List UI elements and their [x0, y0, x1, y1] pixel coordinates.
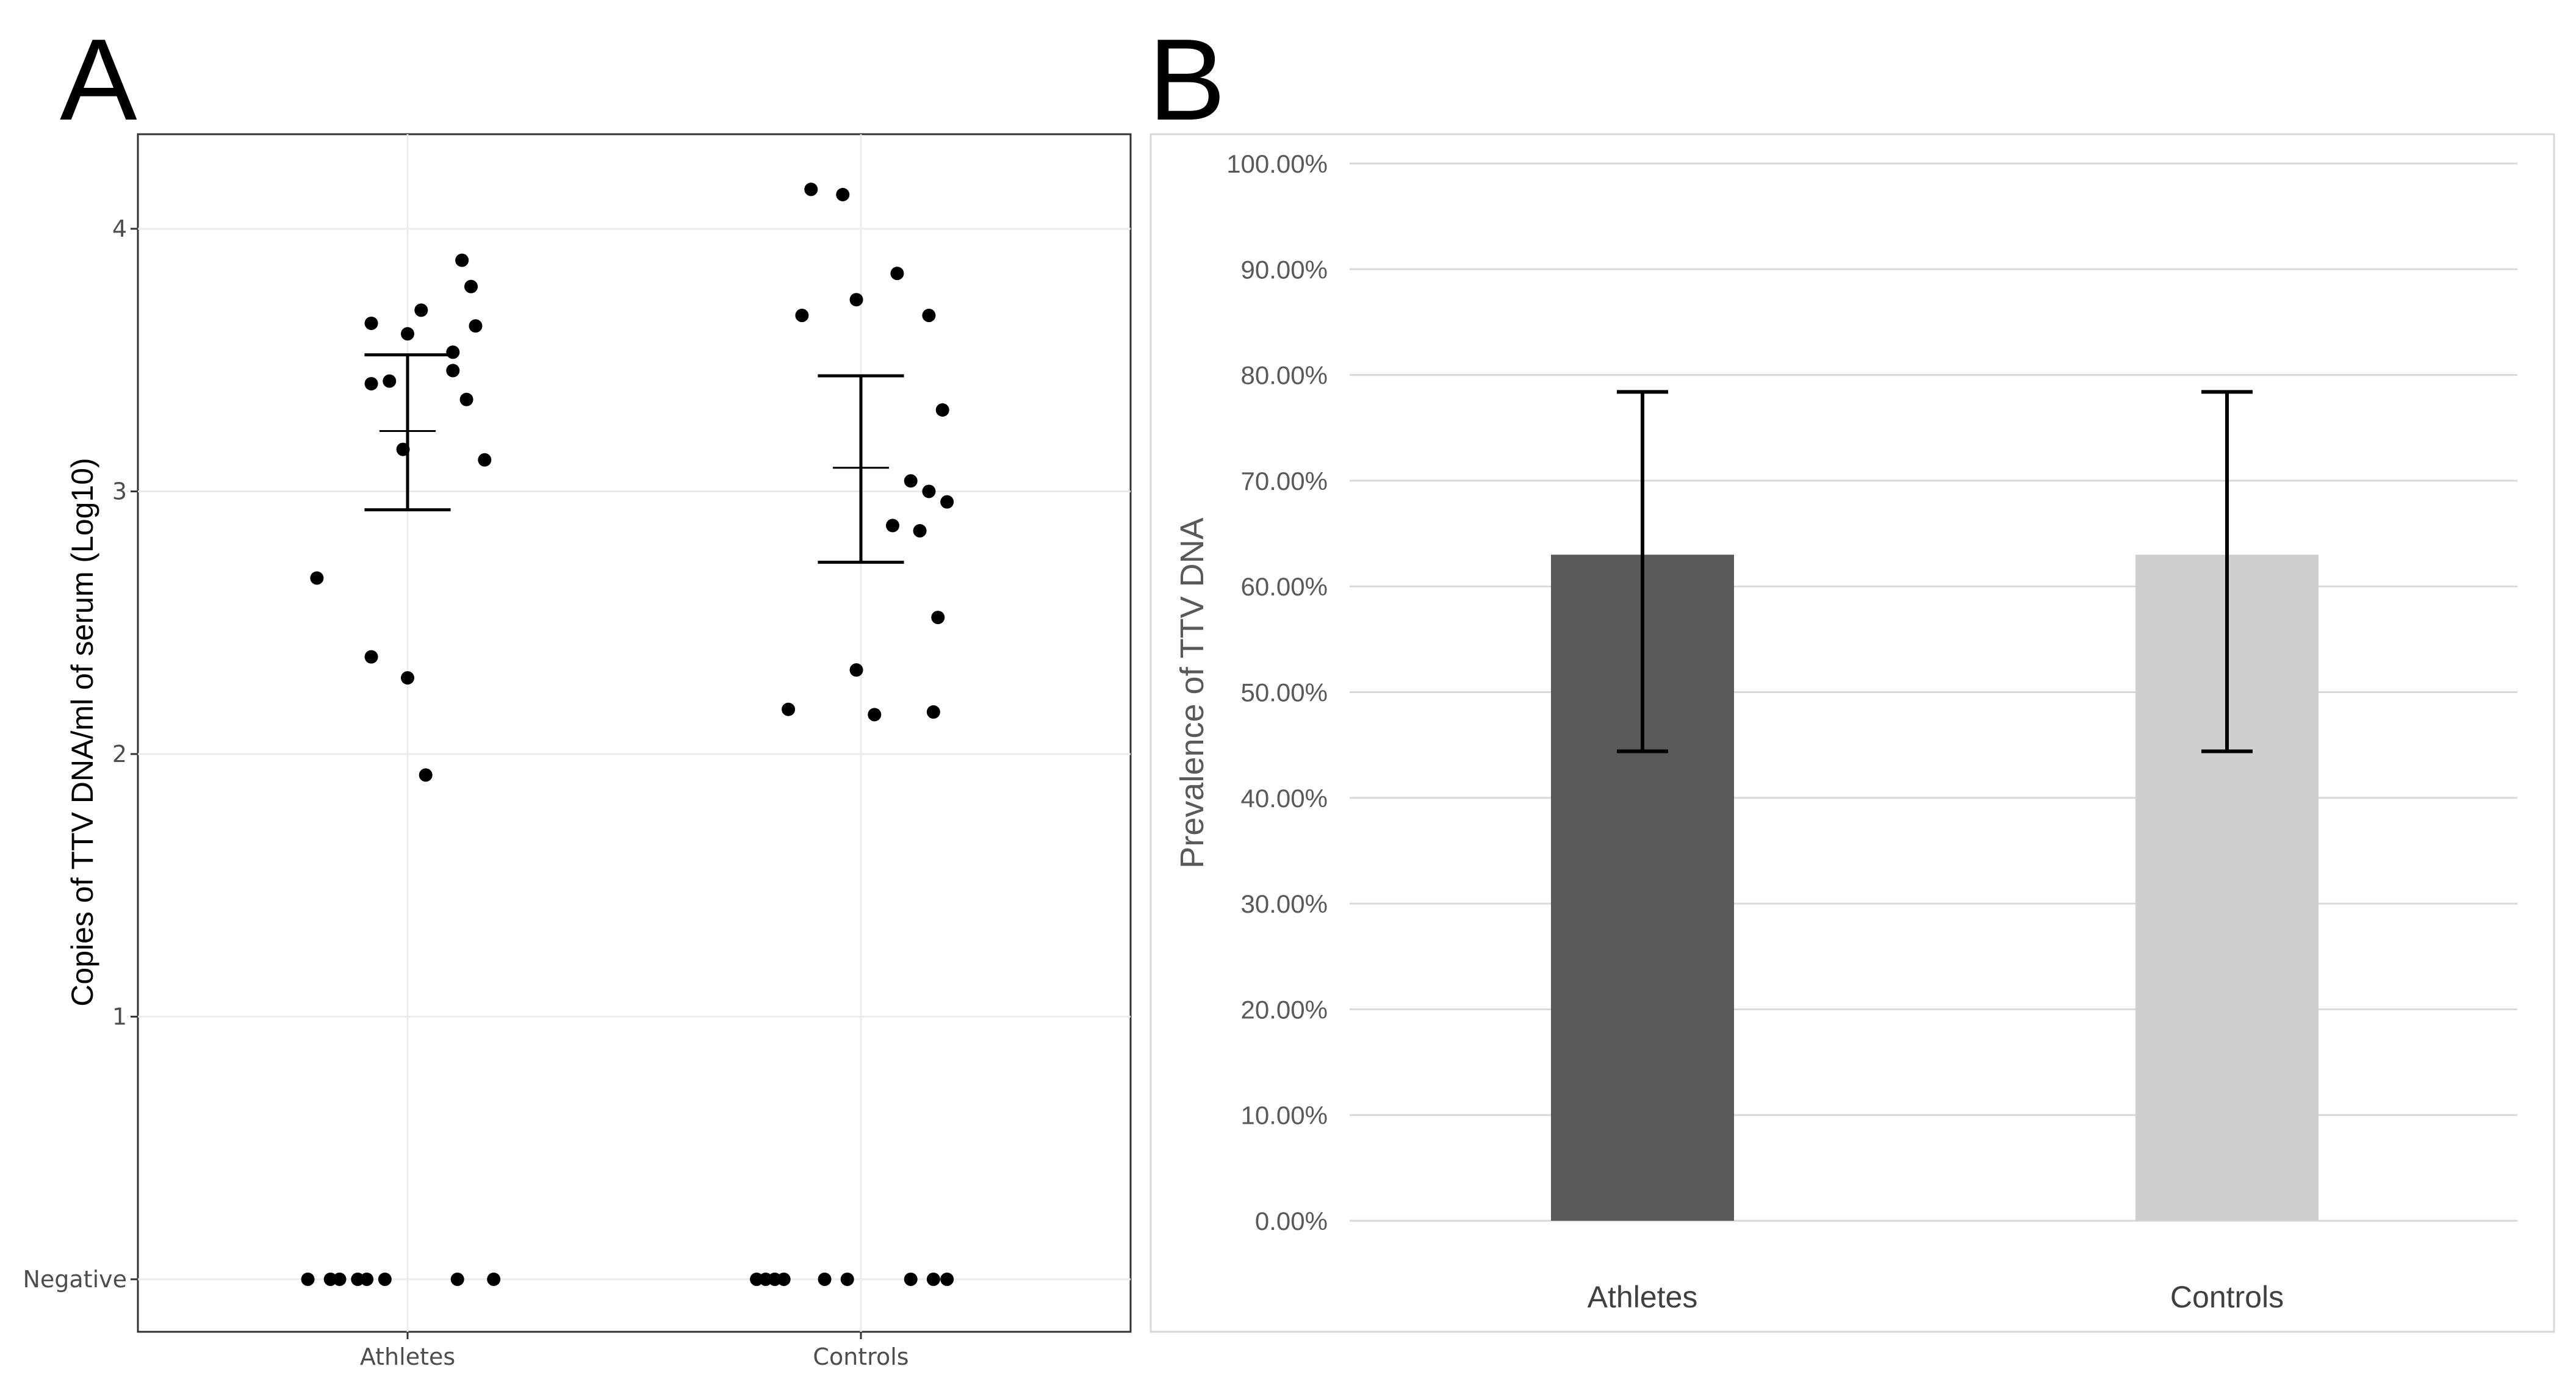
panel-a-point-controls — [868, 708, 882, 722]
panel-a-point-athletes — [310, 571, 324, 585]
panel-b-y-tick-label: 30.00% — [1241, 889, 1328, 918]
panel-a-point-athletes — [419, 768, 433, 782]
panel-a-point-controls — [922, 309, 936, 323]
panel-a-y-tick-label: 2 — [112, 741, 127, 767]
panel-a-point-athletes — [364, 376, 378, 390]
panel-a-point-athletes — [450, 1272, 464, 1286]
panel-a-plot-border — [137, 133, 1132, 1333]
panel-a-point-controls — [890, 267, 904, 281]
panel-a-point-controls — [940, 1272, 954, 1286]
panel-b-y-tick-label: 20.00% — [1241, 995, 1328, 1024]
panel-b-y-tick-label: 60.00% — [1241, 572, 1328, 601]
panel-b-grid — [1350, 162, 2517, 1222]
panel-b-y-tick-label: 0.00% — [1255, 1207, 1328, 1235]
panel-a-points — [301, 182, 954, 1286]
panel-a-point-athletes — [469, 319, 483, 333]
panel-b-y-tick-label: 50.00% — [1241, 678, 1328, 707]
panel-a-point-controls — [904, 474, 918, 488]
panel-a-point-athletes — [401, 327, 414, 341]
panel-a-point-controls — [926, 705, 940, 719]
panel-a-point-controls — [913, 524, 927, 538]
panel-a-point-controls — [795, 309, 809, 323]
panel-b-y-tick-label: 10.00% — [1241, 1101, 1328, 1130]
panel-a-point-controls — [804, 182, 818, 196]
panel-a-point-athletes — [360, 1272, 374, 1286]
panel-a-error-bars — [364, 353, 904, 564]
panel-a-point-athletes — [401, 671, 414, 685]
panel-a-y-tick-label: Negative — [23, 1266, 127, 1293]
panel-a-point-athletes — [364, 650, 378, 664]
panel-a-point-controls — [904, 1272, 918, 1286]
panel-a-point-athletes — [446, 345, 460, 359]
panel-a-point-athletes — [487, 1272, 501, 1286]
panel-b-ticks: 0.00% 10.00% 20.00% 30.00% 40.00% 50.00% 60.00… — [1226, 149, 2284, 1314]
panel-a-point-controls — [940, 495, 954, 509]
panel-a-label: A — [60, 15, 137, 145]
panel-a-x-tick-label: Controls — [813, 1343, 908, 1370]
panel-a-point-controls — [922, 484, 936, 498]
panel-a-point-controls — [777, 1272, 791, 1286]
panel-b-y-tick-label: 40.00% — [1241, 784, 1328, 813]
panel-b-y-tick-label: 70.00% — [1241, 467, 1328, 495]
panel-a-point-athletes — [459, 392, 473, 406]
panel-b-chart-border — [1149, 133, 2555, 1333]
panel-a: A Negative 1 2 3 4 Athletes Controls Copies of… — [23, 15, 1132, 1370]
panel-b-label: B — [1148, 15, 1226, 145]
panel-a-point-controls — [782, 702, 796, 716]
panel-b: B 0.00% 10.00% 20.00% 30.00% 40.00% 50.00% 60.… — [1148, 15, 2555, 1333]
panel-a-point-athletes — [414, 303, 428, 317]
panel-a-y-tick-label: 3 — [112, 478, 127, 505]
panel-a-point-controls — [840, 1272, 854, 1286]
panel-a-point-controls — [931, 611, 945, 625]
panel-a-y-tick-label: 4 — [112, 215, 127, 242]
panel-a-point-athletes — [378, 1272, 392, 1286]
panel-a-point-athletes — [301, 1272, 315, 1286]
panel-a-point-controls — [849, 293, 863, 307]
panel-a-point-athletes — [364, 316, 378, 330]
panel-a-y-tick-label: 1 — [112, 1003, 127, 1030]
panel-a-point-controls — [926, 1272, 940, 1286]
panel-a-point-athletes — [478, 453, 492, 467]
panel-a-ticks: Negative 1 2 3 4 Athletes Controls — [23, 215, 908, 1370]
panel-a-point-controls — [935, 403, 949, 417]
panel-a-point-controls — [886, 519, 900, 533]
panel-a-point-controls — [818, 1272, 832, 1286]
panel-a-point-controls — [836, 188, 850, 202]
panel-a-point-controls — [849, 663, 863, 677]
panel-a-y-axis-title: Copies of TTV DNA/ml of serum (Log10) — [65, 458, 99, 1006]
panel-a-point-athletes — [446, 364, 460, 378]
panel-b-y-tick-label: 90.00% — [1241, 255, 1328, 284]
panel-b-y-tick-label: 100.00% — [1226, 149, 1328, 178]
panel-b-y-axis-title: Prevalence of TTV DNA — [1174, 517, 1211, 868]
panel-b-error-bars — [1617, 390, 2253, 753]
panel-b-x-tick-label: Controls — [2170, 1280, 2284, 1314]
panel-b-y-tick-label: 80.00% — [1241, 361, 1328, 390]
panel-a-point-athletes — [333, 1272, 347, 1286]
panel-b-x-tick-label: Athletes — [1588, 1280, 1698, 1314]
panel-a-x-tick-label: Athletes — [360, 1343, 455, 1370]
panel-a-point-athletes — [383, 374, 397, 388]
panel-a-point-athletes — [464, 279, 478, 293]
panel-a-point-athletes — [455, 253, 469, 267]
